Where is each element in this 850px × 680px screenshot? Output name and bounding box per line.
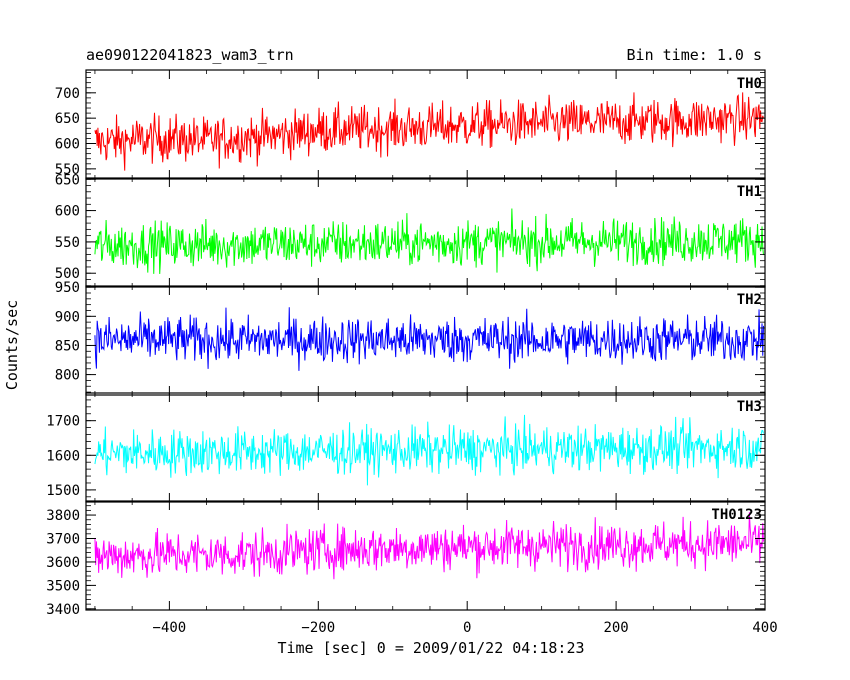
- chart-title: ae090122041823_wam3_trn: [86, 46, 294, 64]
- panel-th0: 550 600 650 700 TH0: [55, 69, 766, 180]
- x-tick-label: 400: [752, 620, 777, 636]
- y-tick-label: 550: [55, 235, 80, 251]
- x-axis-label: Time [sec] 0 = 2009/01/22 04:18:23: [277, 639, 584, 657]
- y-tick-label: 500: [55, 266, 80, 282]
- y-tick-label: 650: [55, 111, 80, 127]
- y-tick-label: 1600: [46, 448, 80, 464]
- x-tick-label: 200: [603, 620, 628, 636]
- y-tick-label: 900: [55, 309, 80, 325]
- series-line-th2: [94, 307, 765, 371]
- series-name-label: TH0123: [711, 507, 762, 523]
- y-tick-label: 600: [55, 137, 80, 153]
- panel-frame: [85, 69, 766, 180]
- y-tick-label: 1500: [46, 483, 80, 499]
- y-tick-label: 550: [55, 162, 80, 178]
- panel-th2: 800 850 900 950 TH2: [55, 280, 766, 396]
- series-line-th0123: [94, 512, 765, 580]
- y-tick-label: 3500: [46, 578, 80, 594]
- panels-group: 550 600 650 700 TH0 500 550 600 650 TH1 800 850 900 9…: [46, 69, 766, 618]
- panel-frame: [85, 392, 766, 503]
- series-name-label: TH1: [737, 184, 762, 200]
- y-tick-label: 600: [55, 204, 80, 220]
- panel-th1: 500 550 600 650 TH1: [55, 172, 766, 288]
- y-tick-label: 3400: [46, 602, 80, 618]
- panel-frame: [85, 500, 766, 611]
- panel-frame: [85, 177, 766, 288]
- y-tick-label: 1700: [46, 414, 80, 430]
- bin-time-label: Bin time: 1.0 s: [627, 46, 762, 64]
- panel-frame: [85, 285, 766, 396]
- x-tick-label: −400: [153, 620, 187, 636]
- series-name-label: TH2: [737, 292, 762, 308]
- y-tick-label: 950: [55, 280, 80, 296]
- series-name-label: TH0: [737, 76, 762, 92]
- panel-th0123: 3400 3500 3600 3700 3800 TH0123: [46, 500, 766, 618]
- y-tick-label: 800: [55, 368, 80, 384]
- y-tick-label: 850: [55, 338, 80, 354]
- series-line-th0: [94, 92, 764, 171]
- x-tick-label: 0: [463, 620, 471, 636]
- x-axis: −400 −200 0 200 400: [153, 620, 778, 636]
- series-line-th3: [94, 414, 764, 486]
- series-line-th1: [94, 208, 765, 274]
- series-name-label: TH3: [737, 399, 762, 415]
- y-tick-label: 3800: [46, 508, 80, 524]
- x-tick-label: −200: [301, 620, 335, 636]
- y-tick-label: 3600: [46, 555, 80, 571]
- y-axis-label: Counts/sec: [3, 300, 21, 390]
- y-tick-label: 3700: [46, 532, 80, 548]
- y-tick-label: 700: [55, 86, 80, 102]
- panel-th3: 1500 1600 1700 TH3: [46, 392, 766, 503]
- y-tick-label: 650: [55, 172, 80, 188]
